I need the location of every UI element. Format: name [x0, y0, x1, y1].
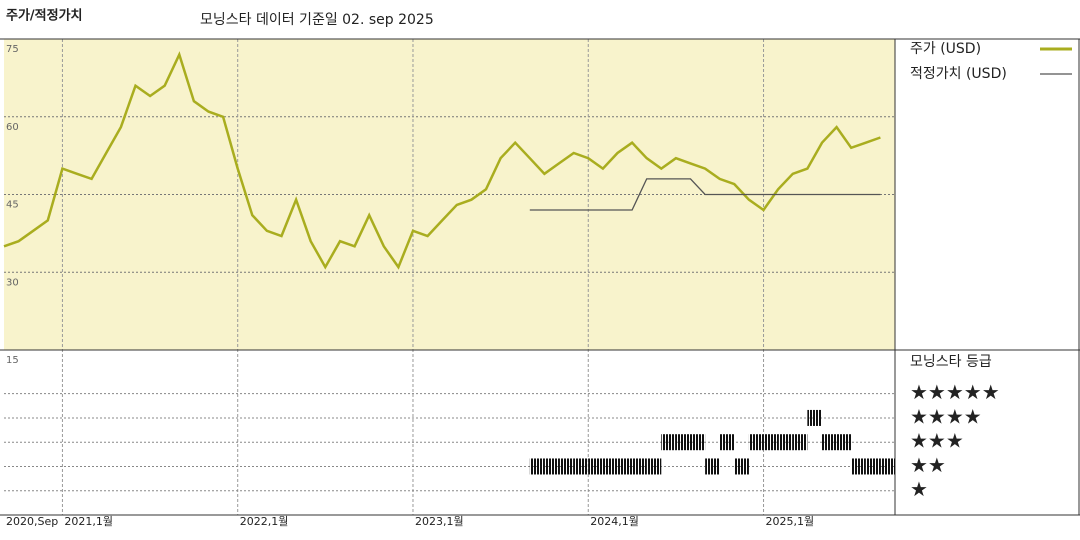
y-tick-label: 45	[6, 200, 19, 211]
y-tick-label: 30	[6, 277, 19, 288]
x-tick-label: 2024,1월	[590, 515, 639, 528]
y-tick-label: 75	[6, 44, 19, 55]
rating-bar	[559, 458, 574, 475]
rating-bar	[807, 409, 822, 426]
series-line	[3, 51, 881, 270]
rating-title: 모닝스타 등급	[910, 354, 992, 370]
rating-level-label: ★★★★	[910, 404, 982, 428]
rating-bar	[792, 434, 808, 451]
x-tick-label: 2023,1월	[415, 515, 464, 528]
rating-bar	[573, 458, 589, 475]
x-tick-label: 2021,1월	[64, 515, 113, 528]
rating-bar	[529, 458, 545, 475]
rating-bar	[734, 458, 749, 475]
rating-bar	[661, 434, 676, 451]
rating-level-label: ★★★	[910, 429, 964, 453]
rating-bar	[719, 434, 735, 451]
legend-label: 주가 (USD)	[910, 41, 981, 57]
rating-bar	[821, 434, 837, 451]
rating-bar	[851, 458, 866, 475]
rating-bar	[646, 458, 662, 475]
x-tick-label: 2022,1월	[240, 515, 289, 528]
y-tick-label: 60	[6, 122, 19, 133]
rating-bar	[836, 434, 852, 451]
rating-level-label: ★★★★★	[910, 380, 1000, 404]
rating-bar	[602, 458, 618, 475]
rating-bar	[748, 434, 764, 451]
rating-bar	[632, 458, 647, 475]
rating-bar	[705, 458, 720, 475]
x-tick-label: 2020,Sep	[6, 515, 58, 528]
rating-bar	[544, 458, 560, 475]
rating-bar	[763, 434, 779, 451]
x-tick-label: 2025,1월	[766, 515, 815, 528]
rating-bar	[880, 458, 895, 475]
rating-level-label: ★	[910, 477, 928, 501]
series-line	[529, 178, 881, 211]
rating-bar	[865, 458, 881, 475]
rating-bar	[617, 458, 633, 475]
rating-bar	[675, 434, 691, 451]
legend-label: 적정가치 (USD)	[910, 66, 1007, 82]
rating-bar	[690, 434, 706, 451]
y-tick-label: 15	[6, 355, 19, 366]
rating-level-label: ★★	[910, 453, 946, 477]
rating-bar	[778, 434, 793, 451]
heading: 주가/적정가치	[6, 8, 83, 24]
subheading: 모닝스타 데이터 기준일 02. sep 2025	[200, 12, 434, 28]
rating-bar	[588, 458, 603, 475]
